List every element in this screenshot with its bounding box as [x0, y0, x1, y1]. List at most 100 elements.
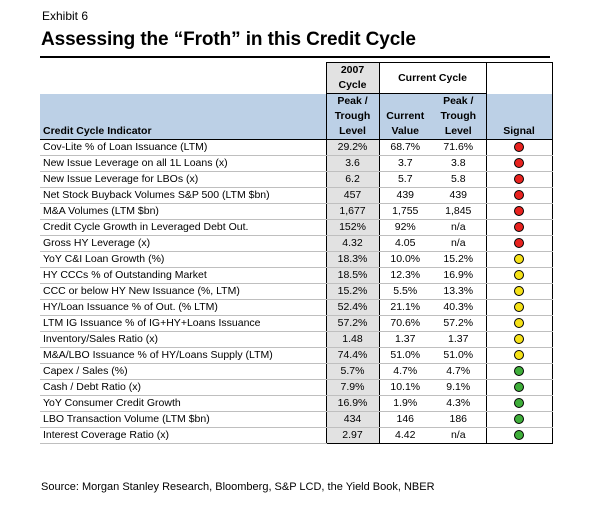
current-value-cell: 5.7 — [379, 171, 431, 188]
signal-green-icon — [514, 413, 525, 424]
peak-2007-cell: 457 — [325, 187, 380, 204]
peak-2007-cell: 16.9% — [325, 395, 380, 412]
signal-yellow-icon — [514, 333, 525, 344]
current-value-cell: 12.3% — [379, 267, 431, 284]
indicator-cell: LBO Transaction Volume (LTM $bn) — [40, 411, 326, 428]
current-value-cell: 92% — [379, 219, 431, 236]
indicator-cell: M&A/LBO Issuance % of HY/Loans Supply (L… — [40, 347, 326, 364]
peak-2007-cell: 29.2% — [325, 139, 380, 156]
table-row: M&A/LBO Issuance % of HY/Loans Supply (L… — [40, 347, 553, 364]
current-value-cell: 5.5% — [379, 283, 431, 300]
table-body: Cov-Lite % of Loan Issuance (LTM) 29.2% 68… — [40, 139, 553, 444]
table-row: HY CCCs % of Outstanding Market 18.5% 12.3… — [40, 267, 553, 284]
indicator-cell: CCC or below HY New Issuance (%, LTM) — [40, 283, 326, 300]
current-value-cell: 10.0% — [379, 251, 431, 268]
signal-cell — [485, 427, 553, 444]
peak-current-cell: 9.1% — [431, 379, 487, 396]
header-peak-b1: Peak / — [431, 93, 487, 109]
peak-current-cell: 57.2% — [431, 315, 487, 332]
indicator-cell: M&A Volumes (LTM $bn) — [40, 203, 326, 220]
signal-cell — [485, 235, 553, 252]
signal-yellow-icon — [514, 253, 525, 264]
indicator-cell: LTM IG Issuance % of IG+HY+Loans Issuanc… — [40, 315, 326, 332]
indicator-cell: HY/Loan Issuance % of Out. (% LTM) — [40, 299, 326, 316]
signal-cell — [485, 155, 553, 172]
table-row: LBO Transaction Volume (LTM $bn) 434 146 18… — [40, 411, 553, 428]
peak-current-cell: 186 — [431, 411, 487, 428]
signal-green-icon — [514, 365, 525, 376]
peak-2007-cell: 18.3% — [325, 251, 380, 268]
header-band-blank — [40, 93, 326, 109]
current-value-cell: 146 — [379, 411, 431, 428]
signal-yellow-icon — [514, 269, 525, 280]
header-current-blank — [379, 93, 431, 109]
peak-current-cell: 40.3% — [431, 299, 487, 316]
table-row: YoY Consumer Credit Growth 16.9% 1.9% 4.3% — [40, 395, 553, 412]
signal-cell — [485, 187, 553, 204]
indicator-cell: Interest Coverage Ratio (x) — [40, 427, 326, 444]
signal-cell — [485, 331, 553, 348]
signal-cell — [485, 267, 553, 284]
peak-current-cell: n/a — [431, 427, 487, 444]
peak-2007-cell: 4.32 — [325, 235, 380, 252]
header-current-1: Current — [379, 109, 431, 124]
peak-current-cell: 51.0% — [431, 347, 487, 364]
signal-red-icon — [514, 189, 525, 200]
signal-cell — [485, 171, 553, 188]
table-row: Net Stock Buyback Volumes S&P 500 (LTM $… — [40, 187, 553, 204]
table-row: New Issue Leverage on all 1L Loans (x) 3.… — [40, 155, 553, 172]
peak-current-cell: 3.8 — [431, 155, 487, 172]
signal-cell — [485, 299, 553, 316]
indicator-cell: HY CCCs % of Outstanding Market — [40, 267, 326, 284]
signal-red-icon — [514, 173, 525, 184]
header-current-2: Value — [379, 124, 431, 140]
signal-cell — [485, 411, 553, 428]
peak-2007-cell: 152% — [325, 219, 380, 236]
indicator-cell: Cash / Debt Ratio (x) — [40, 379, 326, 396]
peak-2007-cell: 57.2% — [325, 315, 380, 332]
signal-yellow-icon — [514, 317, 525, 328]
indicator-cell: Net Stock Buyback Volumes S&P 500 (LTM $… — [40, 187, 326, 204]
header-signal-blank-2 — [485, 109, 553, 124]
signal-red-icon — [514, 141, 525, 152]
signal-cell — [485, 283, 553, 300]
signal-cell — [485, 315, 553, 332]
signal-cell — [485, 347, 553, 364]
indicator-cell: Cov-Lite % of Loan Issuance (LTM) — [40, 139, 326, 156]
current-value-cell: 70.6% — [379, 315, 431, 332]
peak-current-cell: 13.3% — [431, 283, 487, 300]
indicator-cell: Inventory/Sales Ratio (x) — [40, 331, 326, 348]
indicator-cell: Gross HY Leverage (x) — [40, 235, 326, 252]
peak-current-cell: 439 — [431, 187, 487, 204]
current-value-cell: 68.7% — [379, 139, 431, 156]
peak-current-cell: 4.7% — [431, 363, 487, 380]
peak-2007-cell: 1.48 — [325, 331, 380, 348]
current-value-cell: 4.05 — [379, 235, 431, 252]
table-row: Capex / Sales (%) 5.7% 4.7% 4.7% — [40, 363, 553, 380]
table-row: LTM IG Issuance % of IG+HY+Loans Issuanc… — [40, 315, 553, 332]
table-row: New Issue Leverage for LBOs (x) 6.2 5.7 5.8 — [40, 171, 553, 188]
title-divider — [40, 56, 550, 58]
signal-green-icon — [514, 429, 525, 440]
current-value-cell: 3.7 — [379, 155, 431, 172]
table-row: Inventory/Sales Ratio (x) 1.48 1.37 1.37 — [40, 331, 553, 348]
header-signal-spacer-2 — [485, 78, 553, 94]
header-current-cycle: Current Cycle — [379, 62, 487, 94]
current-value-cell: 4.42 — [379, 427, 431, 444]
table-row: Cash / Debt Ratio (x) 7.9% 10.1% 9.1% — [40, 379, 553, 396]
signal-green-icon — [514, 381, 525, 392]
page-title: Assessing the “Froth” in this Credit Cyc… — [41, 29, 416, 50]
signal-cell — [485, 219, 553, 236]
peak-2007-cell: 3.6 — [325, 155, 380, 172]
header-2007-line2: Cycle — [325, 78, 380, 94]
peak-current-cell: 5.8 — [431, 171, 487, 188]
table-row: HY/Loan Issuance % of Out. (% LTM) 52.4% 2… — [40, 299, 553, 316]
indicator-cell: New Issue Leverage on all 1L Loans (x) — [40, 155, 326, 172]
signal-green-icon — [514, 397, 525, 408]
peak-current-cell: 16.9% — [431, 267, 487, 284]
header-peak-b3: Level — [431, 124, 487, 140]
signal-yellow-icon — [514, 349, 525, 360]
indicator-cell: New Issue Leverage for LBOs (x) — [40, 171, 326, 188]
indicator-cell: YoY Consumer Credit Growth — [40, 395, 326, 412]
header-indicator: Credit Cycle Indicator — [40, 124, 326, 140]
